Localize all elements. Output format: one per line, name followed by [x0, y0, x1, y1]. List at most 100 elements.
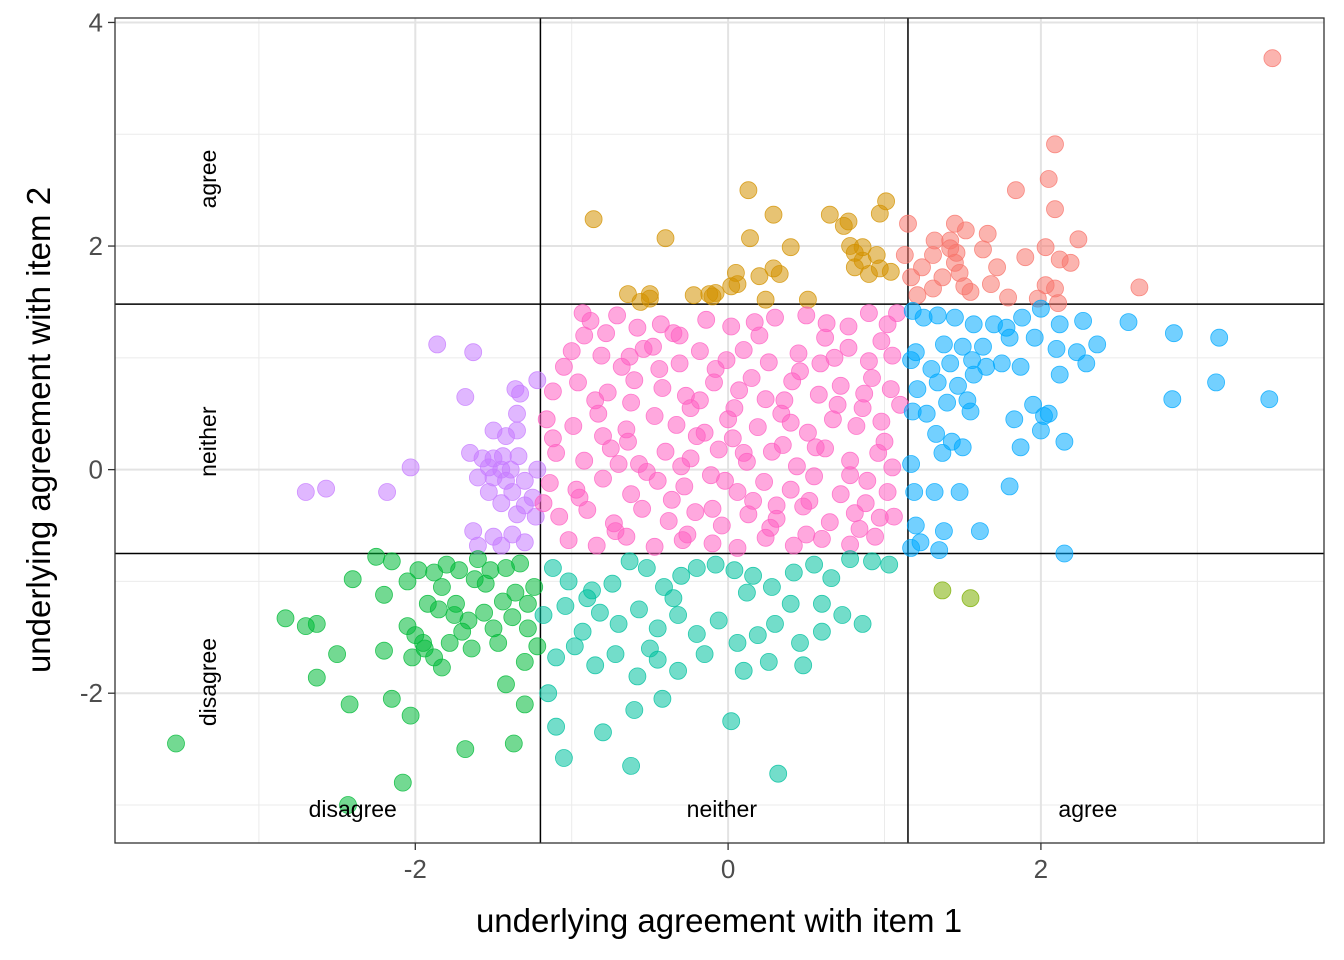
data-point	[515, 533, 534, 552]
data-point	[339, 796, 357, 814]
data-point	[750, 326, 769, 345]
data-point	[744, 566, 762, 585]
data-point	[839, 338, 858, 357]
y-tick-label: 2	[89, 231, 103, 261]
data-point	[534, 494, 553, 513]
data-point	[367, 547, 386, 566]
data-point	[672, 566, 691, 585]
data-point	[841, 466, 859, 485]
data-point	[781, 413, 800, 432]
data-point	[805, 555, 823, 574]
data-point	[1165, 324, 1183, 343]
data-point	[905, 483, 924, 501]
data-point	[822, 569, 841, 587]
data-point	[651, 315, 670, 334]
data-point	[612, 357, 631, 376]
data-point	[799, 423, 817, 442]
data-point	[831, 376, 850, 395]
data-point	[603, 574, 622, 593]
data-point	[664, 589, 683, 608]
data-point	[961, 402, 980, 421]
data-point	[755, 472, 773, 491]
data-point	[961, 282, 980, 301]
data-point	[797, 525, 816, 544]
data-point	[515, 695, 534, 714]
data-point	[691, 342, 709, 361]
data-point	[550, 507, 569, 526]
data-point	[950, 483, 969, 501]
y-axis-title: underlying agreement with item 2	[20, 187, 57, 673]
data-point	[725, 561, 744, 580]
data-point	[528, 460, 547, 479]
data-point	[863, 369, 881, 387]
data-point	[539, 684, 558, 703]
data-point	[781, 594, 800, 613]
data-point	[739, 181, 758, 200]
data-point	[706, 555, 725, 574]
data-point	[1207, 373, 1225, 392]
data-point	[492, 536, 511, 555]
x-tick-label: 2	[1034, 854, 1048, 884]
data-point	[506, 583, 525, 602]
data-point	[883, 458, 902, 477]
data-point	[839, 212, 858, 231]
data-point	[556, 597, 575, 615]
data-point	[706, 360, 725, 378]
y-category-label: agree	[195, 150, 221, 209]
data-point	[722, 277, 741, 296]
data-point	[734, 443, 753, 462]
data-point	[606, 645, 625, 663]
data-point	[988, 258, 1006, 277]
data-point	[547, 443, 565, 462]
data-point	[375, 641, 393, 660]
data-point	[1050, 315, 1069, 334]
data-point	[992, 354, 1011, 373]
data-point	[982, 275, 1000, 294]
data-point	[555, 357, 573, 376]
data-point	[508, 404, 526, 423]
data-point	[759, 653, 778, 671]
data-point	[813, 530, 831, 548]
data-point	[625, 371, 644, 390]
data-point	[515, 471, 534, 490]
data-point	[1210, 328, 1229, 347]
data-point	[575, 326, 594, 345]
data-point	[276, 609, 295, 628]
data-point	[575, 451, 594, 470]
data-point	[519, 594, 537, 613]
data-point	[799, 290, 817, 309]
data-point	[393, 773, 412, 792]
data-point	[899, 214, 917, 233]
data-point	[687, 427, 706, 446]
data-point	[1055, 544, 1074, 563]
data-point	[528, 371, 547, 390]
data-point	[594, 427, 612, 446]
data-point	[570, 488, 589, 507]
data-point	[586, 656, 605, 675]
data-point	[744, 491, 762, 510]
data-point	[794, 656, 813, 675]
data-point	[669, 606, 687, 624]
data-point	[858, 471, 877, 490]
data-point	[645, 407, 664, 425]
data-point	[562, 342, 581, 361]
data-point	[870, 259, 889, 278]
data-point	[606, 522, 625, 540]
x-category-labels: disagree neither agree	[309, 796, 1118, 822]
data-point	[902, 268, 920, 287]
data-point	[584, 210, 603, 229]
data-point	[722, 712, 741, 731]
data-point	[1163, 390, 1182, 409]
data-point	[1046, 135, 1064, 154]
data-point	[1088, 335, 1107, 354]
data-point	[511, 554, 529, 573]
data-point	[403, 648, 422, 667]
data-point	[841, 550, 859, 568]
data-point	[784, 563, 803, 582]
data-point	[895, 246, 914, 264]
data-point	[791, 634, 809, 652]
data-point	[809, 385, 828, 404]
data-point	[401, 458, 420, 477]
data-point	[609, 455, 628, 473]
data-point	[1036, 238, 1055, 257]
